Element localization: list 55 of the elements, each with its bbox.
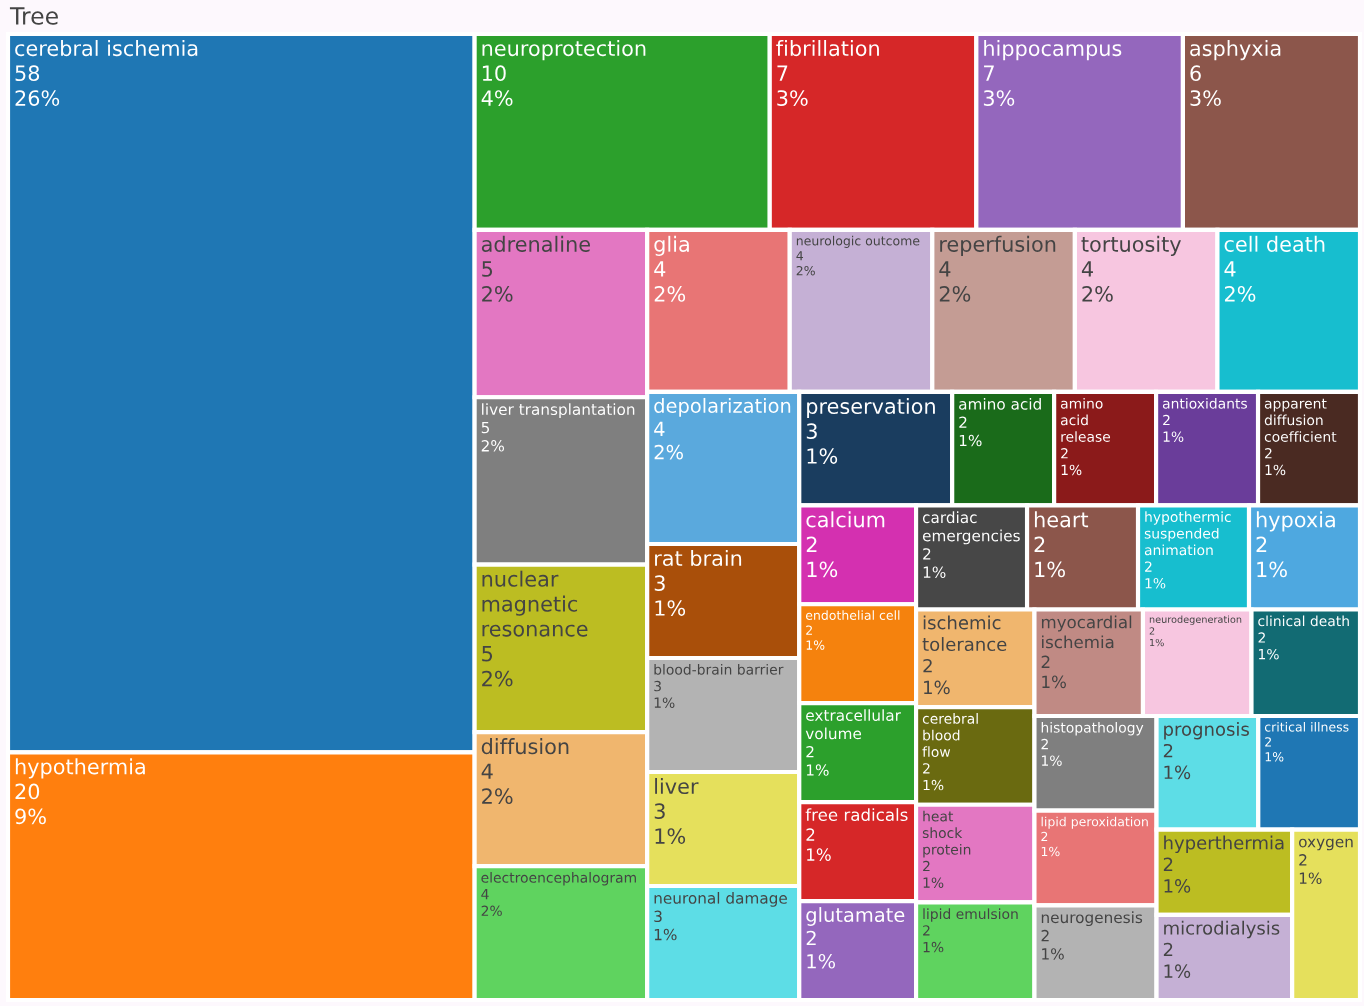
data-label: 58 26% (15, 65, 60, 106)
data-label: 2 1% (1256, 536, 1287, 578)
data-label: 3 1% (654, 803, 686, 844)
category-label: hypoxia (1256, 511, 1335, 532)
category-label: nuclear magnetic resonance (482, 570, 588, 637)
category-label: fibrillation (776, 40, 879, 57)
data-label: 7 3% (983, 65, 1015, 106)
data-label: 10 4% (481, 65, 513, 106)
data-label: 2 1% (923, 658, 950, 695)
data-label: 5 2% (482, 646, 513, 687)
data-label: 2 1% (1041, 655, 1066, 689)
category-label: heart (1034, 511, 1089, 528)
category-label: ischemic tolerance (922, 615, 1007, 652)
category-label: preservation (807, 397, 935, 419)
data-label: 4 2% (481, 763, 513, 805)
data-label: 4 2% (939, 261, 971, 302)
data-label: 6 3% (1190, 65, 1221, 106)
data-label: 2 1% (1163, 942, 1191, 978)
category-label: rat brain (655, 549, 742, 567)
data-label: 2 1% (1163, 743, 1191, 780)
data-label: 2 1% (806, 930, 836, 969)
data-label: 4 2% (1081, 261, 1113, 302)
data-label: 4 2% (1224, 261, 1256, 302)
data-label: 7 3% (777, 65, 808, 106)
category-label: cerebral ischemia (15, 40, 198, 57)
category-label: liver (655, 777, 699, 795)
category-label: cell death (1224, 235, 1325, 252)
category-label: reperfusion (940, 235, 1056, 256)
category-label: neuroprotection (482, 40, 646, 61)
text: Tree (9, 7, 58, 25)
data-label: 4 2% (654, 421, 683, 460)
data-label: 2 1% (1034, 536, 1065, 578)
category-label: tortuosity (1081, 235, 1181, 256)
data-label: 3 1% (654, 575, 686, 616)
data-label: 2 1% (806, 536, 838, 578)
category-label: hyperthermia (1164, 835, 1284, 854)
category-label: free radicals (805, 808, 908, 822)
data-label: 3 1% (806, 423, 838, 464)
data-label: 2 1% (1163, 857, 1191, 893)
data-label: 20 9% (15, 783, 46, 825)
category-label: calcium (806, 511, 885, 528)
category-label: microdialysis (1164, 920, 1280, 939)
category-label: prognosis (1164, 721, 1249, 740)
category-label: asphyxia (1190, 40, 1281, 61)
category-label: diffusion (481, 738, 569, 755)
data-label: 4 2% (654, 261, 686, 302)
category-label: glutamate (806, 907, 905, 926)
category-label: adrenaline (481, 235, 590, 252)
category-label: hippocampus (984, 40, 1122, 61)
category-label: glia (654, 235, 689, 256)
data-label: 5 2% (482, 261, 513, 302)
category-label: myocardial ischemia (1041, 615, 1132, 649)
category-label: depolarization (654, 397, 791, 417)
data-label: 2 1% (806, 828, 831, 861)
category-label: hypothermia (15, 758, 145, 779)
